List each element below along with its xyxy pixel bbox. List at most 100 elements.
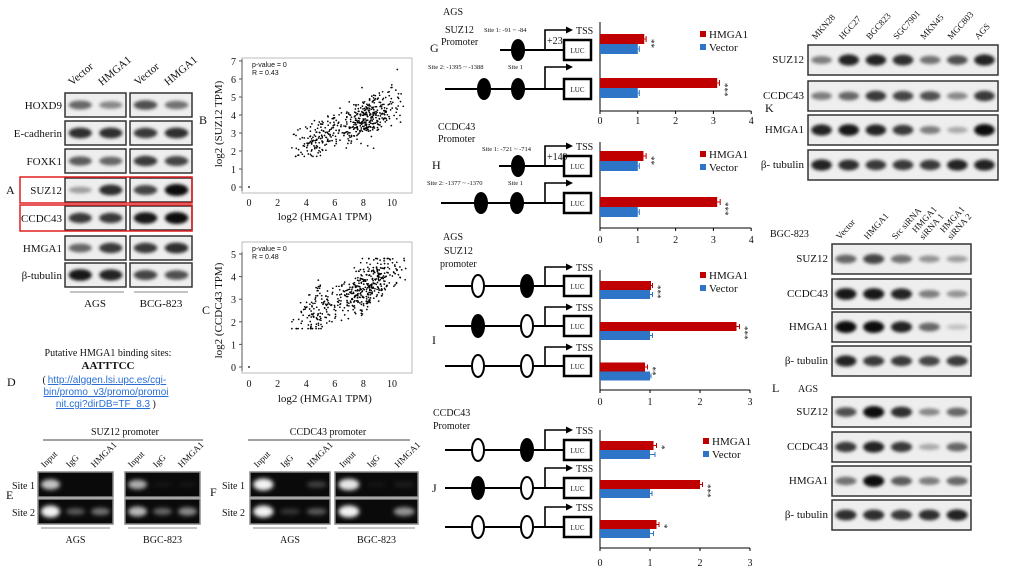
panel-bgc-western-blot <box>831 243 972 377</box>
data-point <box>375 116 377 119</box>
y-tick-label: 3 <box>231 295 236 306</box>
data-point <box>328 140 330 143</box>
data-point <box>373 101 376 104</box>
data-point <box>380 263 382 266</box>
data-point <box>295 147 298 150</box>
data-point <box>299 127 301 130</box>
data-point <box>314 298 316 301</box>
band <box>835 509 857 521</box>
data-point <box>306 127 309 130</box>
data-point <box>333 306 336 308</box>
panel-label-f: F <box>210 485 217 499</box>
data-point <box>361 86 363 89</box>
data-point <box>399 121 402 123</box>
data-point <box>334 313 337 316</box>
band <box>164 270 189 280</box>
data-point <box>393 285 395 288</box>
panel-label-c: C <box>202 303 210 317</box>
data-point <box>310 325 312 328</box>
data-point <box>333 121 335 124</box>
x-tick-label: 1 <box>648 558 653 569</box>
band <box>865 54 887 66</box>
data-point <box>325 149 327 152</box>
data-point <box>307 314 310 317</box>
data-point <box>370 285 373 288</box>
data-point <box>325 295 327 297</box>
band <box>279 508 301 515</box>
bar-chart-h <box>599 142 752 231</box>
data-point <box>391 101 394 104</box>
band <box>946 159 968 171</box>
data-point <box>363 113 365 116</box>
data-point <box>343 314 346 316</box>
data-point <box>327 133 330 135</box>
data-point <box>356 126 358 129</box>
data-point <box>372 97 375 99</box>
data-point <box>340 293 343 295</box>
data-point <box>381 103 384 106</box>
data-point <box>357 301 359 304</box>
data-point <box>320 327 322 330</box>
data-point <box>360 303 363 306</box>
binding-site-wildtype <box>511 39 525 61</box>
data-point <box>335 138 337 141</box>
y-tick-label: 2 <box>231 147 236 158</box>
binding-sites-link[interactable]: http://alggen.lsi.upc.es/cgi- <box>48 375 166 386</box>
data-point <box>367 126 369 129</box>
data-point <box>368 268 370 270</box>
data-point <box>367 109 370 112</box>
bar-hmga1 <box>600 362 645 372</box>
data-point <box>372 269 375 272</box>
data-point <box>327 313 329 316</box>
data-point <box>369 293 372 296</box>
data-point <box>365 295 368 298</box>
data-point <box>306 316 309 319</box>
data-point <box>367 104 369 107</box>
data-point <box>368 274 371 276</box>
data-point <box>385 119 388 122</box>
data-point <box>343 125 345 127</box>
binding-sites-link[interactable]: nit.cgi?dirDB=TF_8.3 <box>56 399 151 410</box>
data-point <box>314 139 317 142</box>
data-point <box>305 301 308 304</box>
data-point <box>370 108 373 111</box>
data-point <box>327 295 329 298</box>
data-point <box>304 308 306 310</box>
data-point <box>333 124 336 126</box>
binding-site-wildtype <box>474 192 488 214</box>
data-point <box>348 302 350 305</box>
error-bar <box>637 209 640 215</box>
data-point <box>364 127 366 130</box>
data-point <box>334 315 337 318</box>
data-point <box>300 311 303 314</box>
data-point <box>366 284 369 286</box>
data-point <box>309 135 311 138</box>
data-point <box>366 113 368 116</box>
data-point <box>333 116 336 119</box>
binding-motif: AATTTCC <box>82 360 135 372</box>
band <box>41 505 60 518</box>
data-point <box>328 303 331 305</box>
data-point <box>364 113 367 116</box>
data-point <box>360 277 363 280</box>
group-label-bcg823: BCG-823 <box>140 298 183 310</box>
data-point <box>350 134 353 137</box>
panel-label-i: I <box>432 333 436 347</box>
data-point <box>367 285 370 288</box>
band <box>99 242 123 254</box>
band <box>974 124 995 136</box>
binding-sites-link[interactable]: bin/promo_v3/promo/promoi <box>43 387 168 398</box>
data-point <box>388 103 391 105</box>
data-point <box>363 100 366 103</box>
data-point <box>374 105 377 108</box>
data-point <box>350 140 353 142</box>
band <box>946 407 968 417</box>
band <box>811 124 832 136</box>
data-point <box>347 112 350 114</box>
data-point <box>297 154 300 156</box>
data-point <box>319 292 321 295</box>
binding-site-wildtype <box>471 476 485 500</box>
bar-vector <box>600 489 650 498</box>
